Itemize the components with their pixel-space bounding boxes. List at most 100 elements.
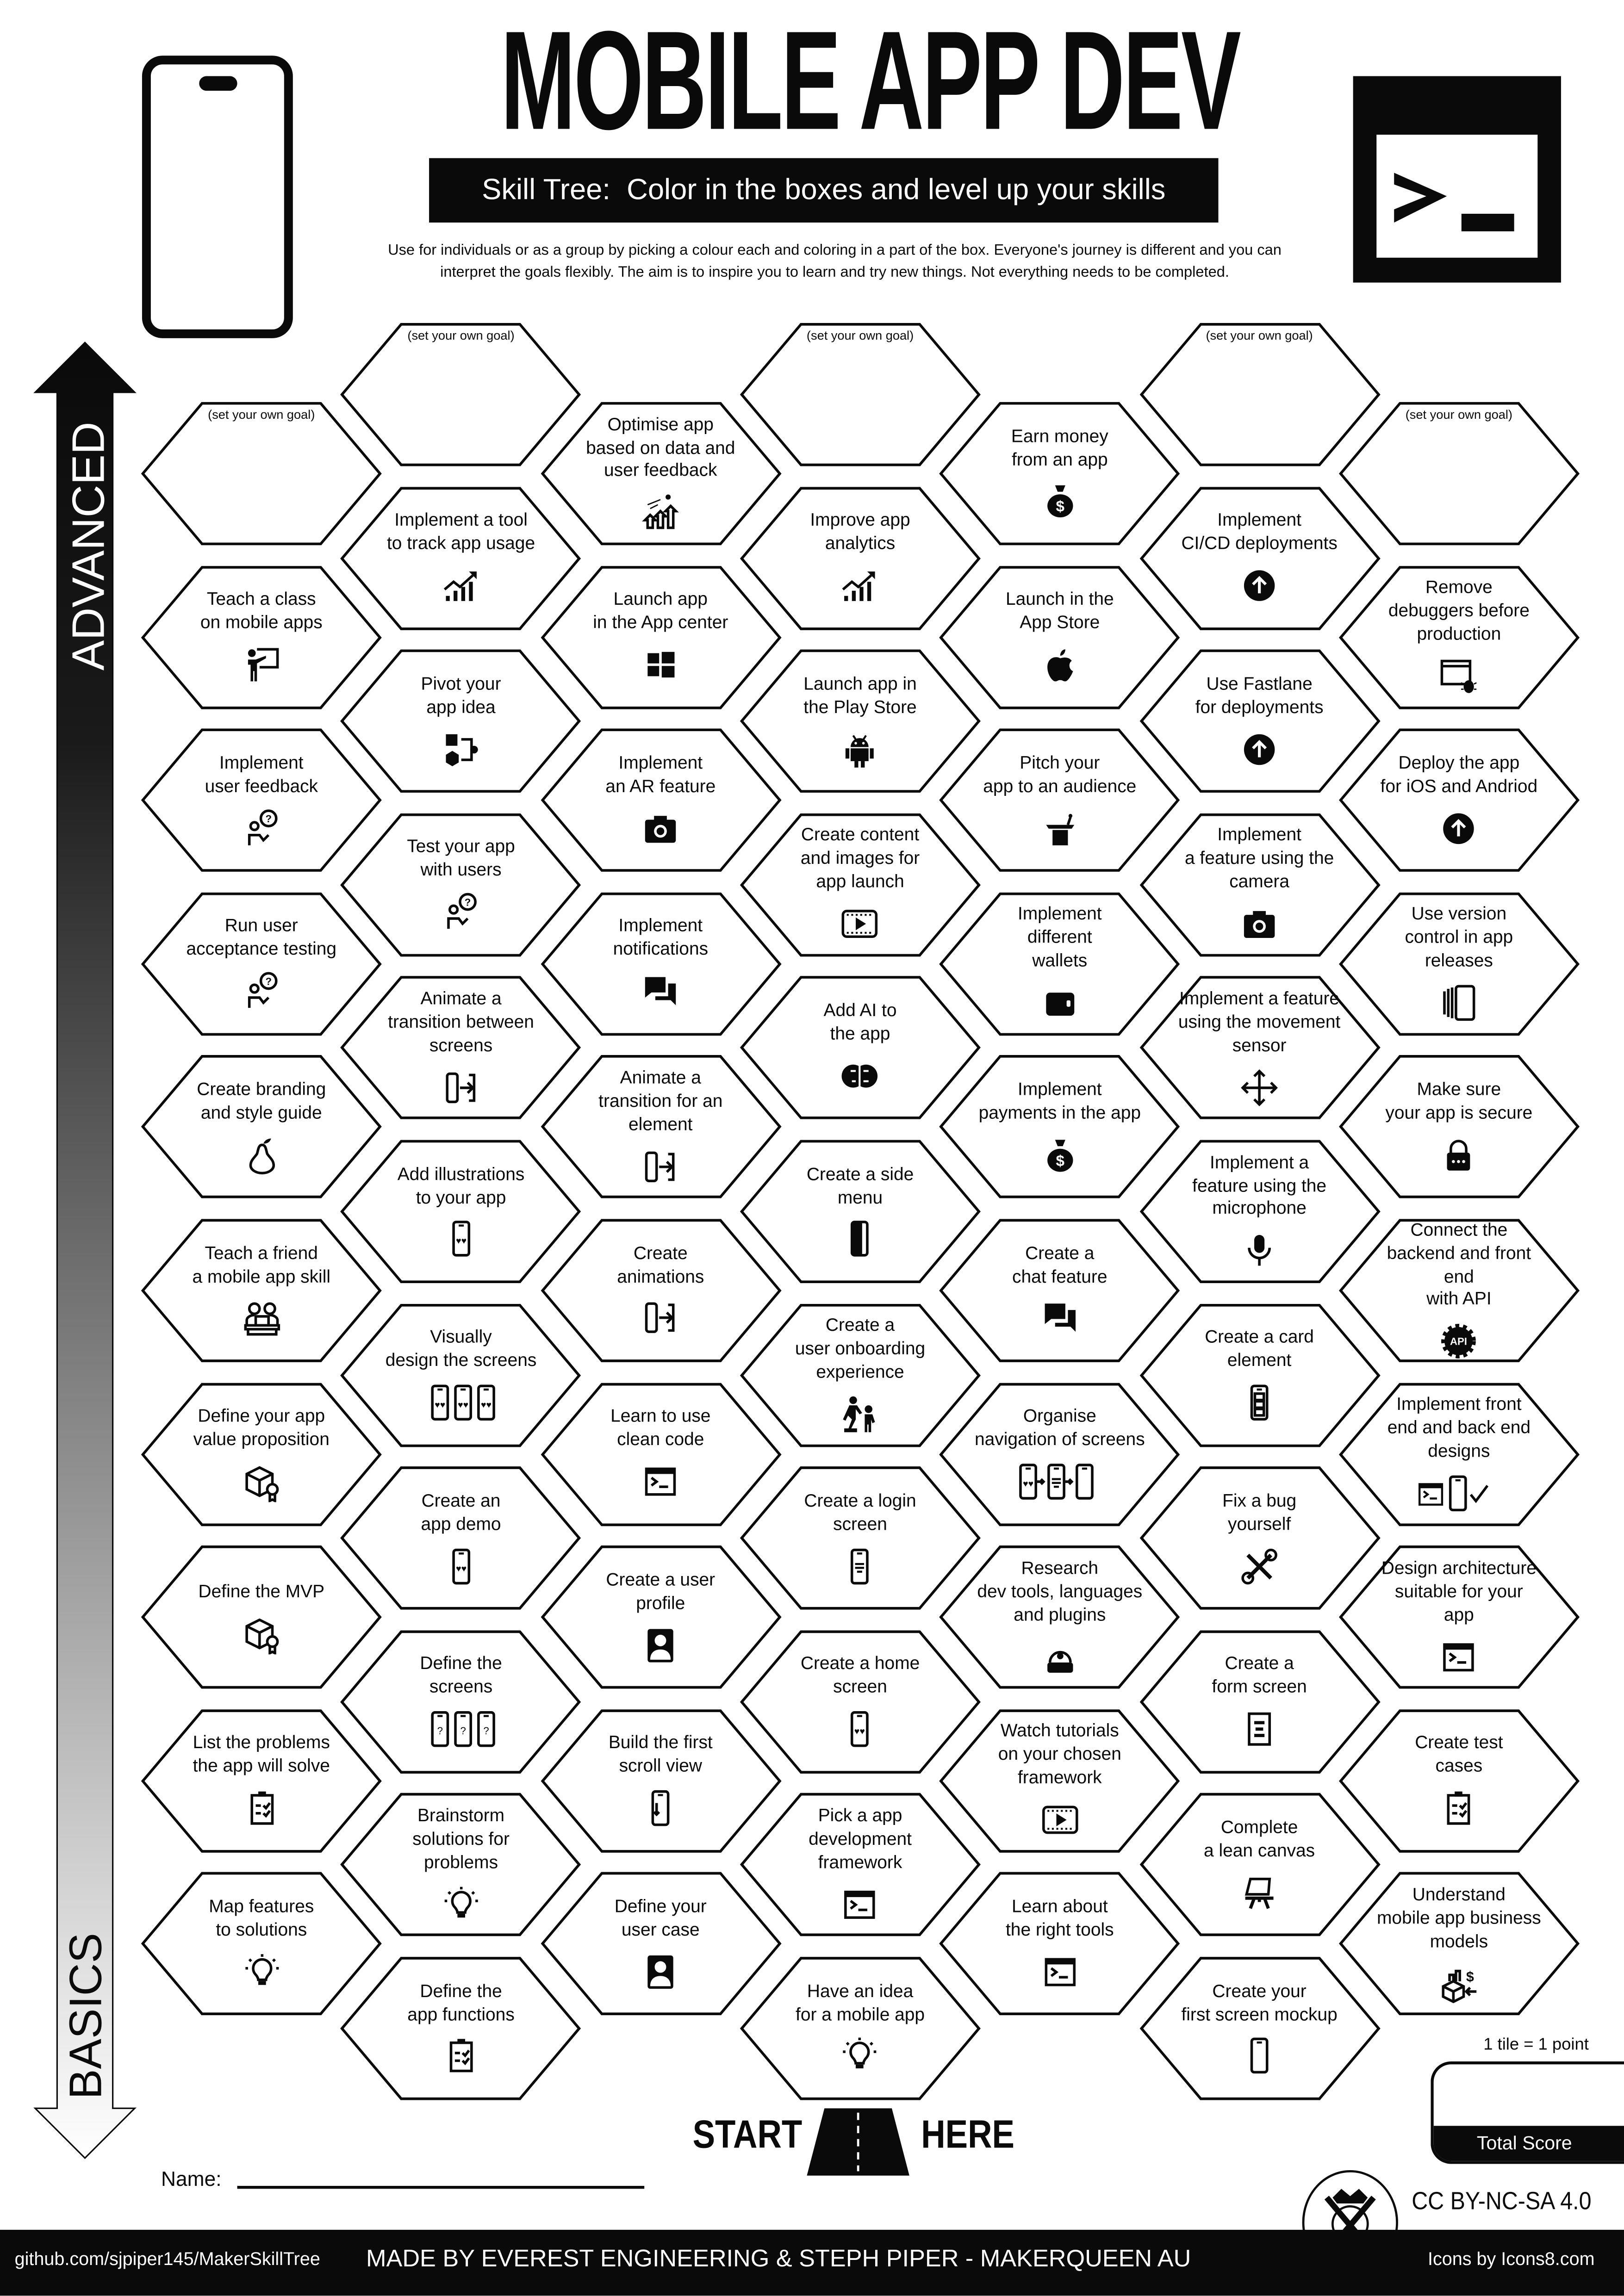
skill-label: Create a user profile xyxy=(606,1569,716,1613)
skill-tile[interactable]: Create an app demo ♥♥ xyxy=(340,1466,582,1611)
skill-tile[interactable]: Create content and images for app launch xyxy=(740,812,981,957)
title-text: MOBILE APP DEV xyxy=(500,3,1241,160)
skill-tile[interactable]: Launch app in the Play Store xyxy=(740,649,981,794)
skill-tile[interactable]: Understand mobile app business models $ xyxy=(1338,1872,1580,2017)
skill-tile[interactable]: Animate a transition for an element xyxy=(540,1055,781,1199)
skill-label: Create animations xyxy=(617,1242,704,1286)
skill-tile[interactable]: Implement different wallets xyxy=(939,891,1181,1036)
svg-text:?: ? xyxy=(464,897,471,908)
hexagon-outline xyxy=(1139,976,1380,1120)
skill-tile[interactable]: Create a form screen xyxy=(1139,1629,1380,1774)
github-link[interactable]: github.com/sjpiper145/MakerSkillTree xyxy=(14,2249,320,2270)
skill-tile[interactable]: Create your first screen mockup xyxy=(1139,1956,1380,2101)
skill-tile[interactable]: Teach a class on mobile apps xyxy=(141,565,382,709)
skill-tile[interactable]: Complete a lean canvas xyxy=(1139,1793,1380,1937)
skill-tile[interactable]: List the problems the app will solve xyxy=(141,1708,382,1853)
name-field[interactable] xyxy=(237,2186,645,2189)
hexagon-outline xyxy=(939,402,1180,546)
skill-tile[interactable]: Create a user profile xyxy=(540,1545,781,1690)
skill-tile[interactable]: Fix a bug yourself xyxy=(1139,1466,1380,1611)
skill-tile[interactable]: Create a side menu xyxy=(740,1139,981,1284)
skill-tile[interactable]: Have an idea for a mobile app xyxy=(740,1956,981,2101)
box-award-icon xyxy=(241,1613,282,1654)
skill-tile[interactable]: Brainstorm solutions for problems xyxy=(340,1793,582,1937)
hexagon-outline xyxy=(939,1055,1180,1199)
skill-tile[interactable]: Implement notifications xyxy=(540,891,781,1036)
skill-tile[interactable]: Create animations xyxy=(540,1218,781,1363)
skill-tile[interactable]: Define the app functions xyxy=(340,1956,582,2101)
hexagon-outline xyxy=(1338,1872,1580,2016)
skill-tile[interactable]: Launch in the App Store xyxy=(939,565,1181,709)
skill-tile[interactable]: Implement an AR feature xyxy=(540,728,781,873)
skill-tile[interactable]: Launch app in the App center xyxy=(540,565,781,709)
skill-tile[interactable]: Teach a friend a mobile app skill xyxy=(141,1218,382,1363)
skill-tile[interactable]: Visually design the screens ♥♥ ♥♥ ♥♥ xyxy=(340,1303,582,1447)
hexagon-outline xyxy=(141,1545,382,1689)
skill-tile[interactable]: Implement user feedback? xyxy=(141,728,382,873)
skill-tile[interactable]: Define the screens??? xyxy=(340,1629,582,1774)
skill-tile[interactable]: Run user acceptance testing? xyxy=(141,891,382,1036)
skill-tile[interactable]: Learn to use clean code xyxy=(540,1382,781,1527)
skill-label: Implement different wallets xyxy=(1017,904,1102,971)
skill-tile[interactable]: Build the first scroll view xyxy=(540,1708,781,1853)
skill-label: Launch app in the Play Store xyxy=(803,673,917,717)
skill-tile[interactable]: Research dev tools, languages and plugin… xyxy=(939,1545,1181,1690)
skill-tile[interactable]: Implement a tool to track app usage xyxy=(340,485,582,630)
skill-tile[interactable]: Pivot your app idea xyxy=(340,649,582,794)
skill-tile[interactable]: Create a user onboarding experience xyxy=(740,1303,981,1447)
skill-tile[interactable]: Design architecture suitable for your ap… xyxy=(1338,1545,1580,1690)
progress-arrow xyxy=(33,341,137,2159)
phone-hearts-icon: ♥♥ xyxy=(840,1709,881,1750)
skill-tile[interactable]: Watch tutorials on your chosen framework xyxy=(939,1708,1181,1853)
skill-tile[interactable]: Create branding and style guide xyxy=(141,1055,382,1199)
skill-tile[interactable]: Animate a transition between screens xyxy=(340,976,582,1121)
total-score-box[interactable]: Total Score xyxy=(1431,2061,1624,2164)
skill-tile[interactable]: Implement a feature using the movement s… xyxy=(1139,976,1380,1121)
skill-tile[interactable]: Improve app analytics xyxy=(740,485,981,630)
skill-tile[interactable]: Test your app with users? xyxy=(340,812,582,957)
here-label: HERE xyxy=(921,2112,1014,2157)
skill-tile[interactable]: Add illustrations to your app ♥♥ xyxy=(340,1139,582,1284)
skill-tile[interactable]: Pitch your app to an audience xyxy=(939,728,1181,873)
svg-text:♥♥: ♥♥ xyxy=(458,1400,469,1410)
skill-tile[interactable]: Pick a app development framework xyxy=(740,1793,981,1937)
skill-tile[interactable]: Earn money from an app $ xyxy=(939,401,1181,546)
skill-tile[interactable]: Implement CI/CD deployments xyxy=(1139,485,1380,630)
hexagon-outline xyxy=(540,1545,781,1689)
hexagon-outline xyxy=(1338,1055,1580,1199)
skill-tile[interactable]: Remove debuggers before production xyxy=(1338,565,1580,709)
skill-tile[interactable]: Create a login screen xyxy=(740,1466,981,1611)
skill-tile[interactable]: Create test cases xyxy=(1338,1708,1580,1853)
skill-tile[interactable]: Use Fastlane for deployments xyxy=(1139,649,1380,794)
skill-tile[interactable]: Create a card element xyxy=(1139,1303,1380,1447)
skill-tile[interactable]: Define the MVP xyxy=(141,1545,382,1690)
skill-tile[interactable]: Learn about the right tools xyxy=(939,1872,1181,2017)
skill-tile[interactable]: Deploy the app for iOS and Andriod xyxy=(1338,728,1580,873)
hexagon-outline xyxy=(939,1545,1180,1689)
skill-tile[interactable]: Define your app value proposition xyxy=(141,1382,382,1527)
skill-tile[interactable]: Make sure your app is secure xyxy=(1338,1055,1580,1199)
skill-tile-custom-goal[interactable]: (set your own goal) xyxy=(740,322,981,467)
hexagon-outline xyxy=(141,729,382,872)
skill-tile-custom-goal[interactable]: (set your own goal) xyxy=(340,322,582,467)
money-bag-icon: $ xyxy=(1039,481,1081,522)
hexagon-outline xyxy=(540,729,781,872)
skill-tile[interactable]: Create a home screen ♥♥ xyxy=(740,1629,981,1774)
skill-tile-custom-goal[interactable]: (set your own goal) xyxy=(1338,401,1580,546)
skill-tile[interactable]: Use version control in app releases xyxy=(1338,891,1580,1036)
skill-tile-custom-goal[interactable]: (set your own goal) xyxy=(1139,322,1380,467)
skill-tile[interactable]: Define your user case xyxy=(540,1872,781,2017)
skill-tile[interactable]: Optimise app based on data and user feed… xyxy=(540,401,781,546)
skill-tile[interactable]: Add AI to the app xyxy=(740,976,981,1121)
skill-tile[interactable]: Map features to solutions xyxy=(141,1872,382,2017)
skill-tile[interactable]: Organise navigation of screens ♥♥ xyxy=(939,1382,1181,1527)
skill-tile[interactable]: Implement payments in the app $ xyxy=(939,1055,1181,1199)
skill-tile[interactable]: Implement a feature using the microphone xyxy=(1139,1139,1380,1284)
skill-tile[interactable]: Implement a feature using the camera xyxy=(1139,812,1380,957)
skill-tile-custom-goal[interactable]: (set your own goal) xyxy=(141,401,382,546)
skill-tile[interactable]: Connect the backend and front end with A… xyxy=(1338,1218,1580,1363)
skill-tile[interactable]: Implement front end and back end designs xyxy=(1338,1382,1580,1527)
bug-window-icon xyxy=(1438,656,1480,697)
skill-label: Create content and images for app launch xyxy=(800,825,920,892)
skill-tile[interactable]: Create a chat feature xyxy=(939,1218,1181,1363)
